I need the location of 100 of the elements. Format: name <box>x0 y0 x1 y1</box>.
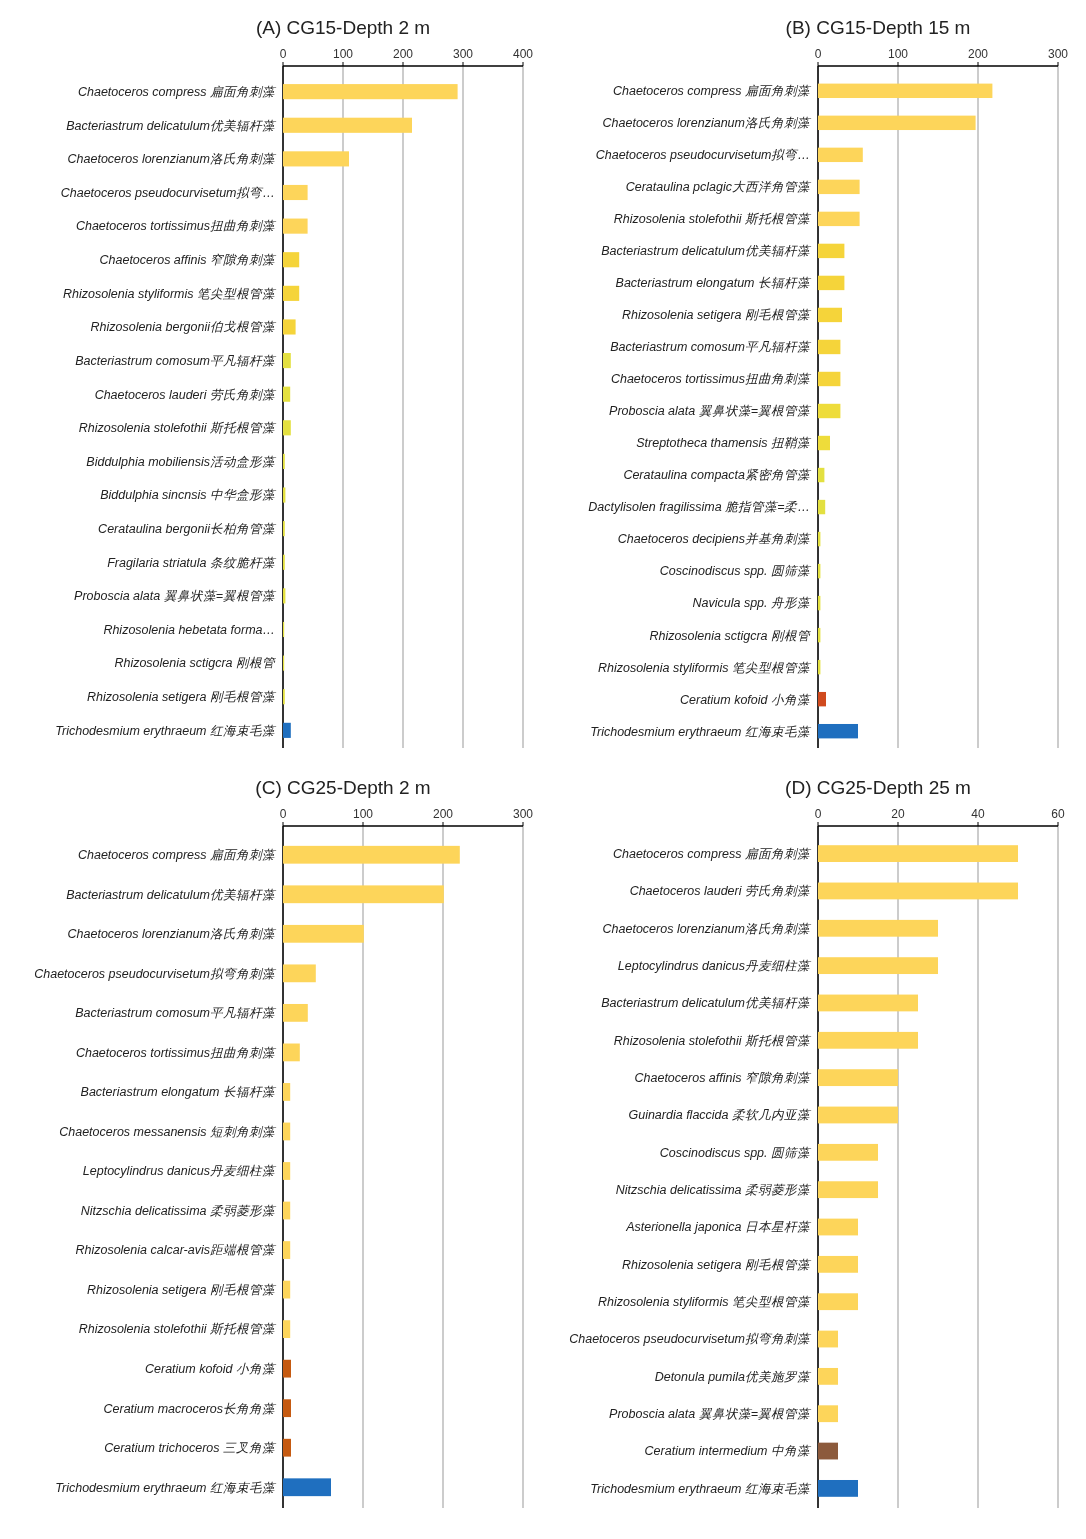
bar <box>818 1255 858 1273</box>
y-tick-label: Rhizosolenia sctigcra 刚根管 <box>114 656 277 671</box>
y-tick-label: Chaetoceros tortissimus扭曲角刺藻 <box>75 219 277 234</box>
bar <box>818 243 845 259</box>
y-tick-label: Rhizosolenia styliformis 笔尖型根管藻 <box>62 286 277 301</box>
y-tick-label: Leptocylindrus danicus丹麦细柱藻 <box>617 959 812 973</box>
y-tick-label: Nitzschia delicatissima 柔弱菱形藻 <box>80 1203 277 1218</box>
bar <box>818 1330 838 1348</box>
bar <box>283 845 460 864</box>
bar <box>818 1031 918 1049</box>
bar <box>283 1043 300 1062</box>
x-tick-label: 400 <box>512 47 534 61</box>
y-tick-label: Rhizosolenia setigera 刚毛根管藻 <box>622 1257 812 1272</box>
y-tick-label: Dactylisolen fragilissima 脆指管藻=柔… <box>588 500 810 515</box>
bar <box>283 1083 291 1101</box>
y-tick-label: Bacteriastrum delicatulum优美辐杆藻 <box>601 996 812 1011</box>
bar <box>818 1479 858 1497</box>
y-tick-label: Bacteriastrum comosum平凡辐杆藻 <box>75 353 277 368</box>
y-tick-label: Chaetoceros lorenzianum洛氏角刺藻 <box>67 927 277 942</box>
y-tick-label: Rhizosolenia stolefothii 斯托根管藻 <box>78 421 277 436</box>
bar <box>283 151 349 167</box>
y-tick-label: Biddulphia sincnsis 中华盒形藻 <box>100 488 277 503</box>
y-tick-label: Cerataulina bergonii长柏角管藻 <box>98 522 277 537</box>
y-tick-label: Rhizosolenia sctigcra 刚根管 <box>649 628 812 643</box>
bar <box>283 218 308 234</box>
y-tick-label: Chaetoceros compress 扁面角刺藻 <box>77 85 277 100</box>
bar <box>283 1201 291 1220</box>
x-tick-label: 300 <box>452 47 474 61</box>
y-tick-label: Bacteriastrum comosum平凡辐杆藻 <box>75 1006 277 1021</box>
y-tick-label: Bacteriastrum delicatulum优美辐杆藻 <box>66 887 277 902</box>
y-tick-label: Guinardia flaccida 柔软几内亚藻 <box>628 1108 812 1123</box>
bar <box>818 83 993 99</box>
y-tick-label: Chaetoceros affinis 窄隙角刺藻 <box>99 253 277 268</box>
bar <box>818 435 830 451</box>
y-tick-label: Chaetoceros lorenzianum洛氏角刺藻 <box>602 116 812 131</box>
chart-title: (C) CG25-Depth 2 m <box>255 777 431 798</box>
y-tick-label: Trichodesmium erythraeum 红海束毛藻 <box>55 723 277 738</box>
y-tick-label: Chaetoceros compress 扁面角刺藻 <box>612 846 812 861</box>
y-tick-label: Navicula spp. 舟形藻 <box>692 596 812 611</box>
x-tick-label: 300 <box>1047 47 1069 61</box>
y-tick-label: Chaetoceros lauderi 劳氏角刺藻 <box>629 884 812 899</box>
bar <box>283 1399 291 1418</box>
bar <box>818 845 1018 863</box>
chart-title: (D) CG25-Depth 25 m <box>785 777 971 798</box>
bar <box>283 84 458 100</box>
y-tick-label: Bacteriastrum comosum平凡辐杆藻 <box>610 340 812 355</box>
bar <box>818 339 841 355</box>
y-tick-label: Detonula pumila优美施罗藻 <box>654 1369 812 1384</box>
bar <box>283 1280 291 1299</box>
y-tick-label: Chaetoceros pseudocurvisetum拟弯… <box>60 185 275 200</box>
bar <box>283 319 296 335</box>
bar <box>818 957 938 975</box>
x-tick-label: 60 <box>1051 807 1065 821</box>
y-tick-label: Cerataulina pclagic大西洋角管藻 <box>625 180 812 195</box>
y-tick-label: Chaetoceros messanensis 短刺角刺藻 <box>59 1124 277 1139</box>
y-tick-label: Bacteriastrum elongatum 长辐杆藻 <box>615 276 812 291</box>
x-tick-label: 100 <box>332 47 354 61</box>
y-tick-label: Chaetoceros lorenzianum洛氏角刺藻 <box>602 921 812 936</box>
x-tick-label: 0 <box>279 807 287 821</box>
bar <box>818 1218 858 1236</box>
bar <box>283 386 291 402</box>
bar <box>818 147 863 163</box>
x-tick-label: 100 <box>887 47 909 61</box>
y-tick-label: Chaetoceros pseudocurvisetum拟弯… <box>595 148 810 163</box>
bar <box>818 1405 838 1423</box>
y-tick-label: Chaetoceros compress 扁面角刺藻 <box>612 84 812 99</box>
bar <box>818 307 842 323</box>
bar <box>818 691 826 707</box>
x-tick-label: 100 <box>352 807 374 821</box>
y-tick-label: Cerataulina compacta紧密角管藻 <box>623 468 812 483</box>
bar <box>283 722 291 738</box>
bar <box>283 1438 291 1457</box>
bar <box>818 211 860 227</box>
bar <box>818 115 976 131</box>
y-tick-label: Chaetoceros tortissimus扭曲角刺藻 <box>610 372 812 387</box>
y-tick-label: Chaetoceros decipiens并基角刺藻 <box>617 532 812 547</box>
bar <box>818 1069 898 1087</box>
bar <box>818 403 841 419</box>
y-tick-label: Rhizosolenia stolefothii 斯托根管藻 <box>613 1033 812 1048</box>
y-tick-label: Bacteriastrum elongatum 长辐杆藻 <box>80 1085 277 1100</box>
bar <box>818 994 918 1012</box>
bar <box>818 1181 878 1199</box>
y-tick-label: Rhizosolenia setigera 刚毛根管藻 <box>87 690 277 705</box>
y-tick-label: Rhizosolenia styliformis 笔尖型根管藻 <box>597 660 812 675</box>
y-tick-label: Chaetoceros lauderi 劳氏角刺藻 <box>94 387 277 402</box>
y-tick-label: Biddulphia mobiliensis活动盒形藻 <box>86 454 277 469</box>
y-tick-label: Rhizosolenia stolefothii 斯托根管藻 <box>613 212 812 227</box>
y-tick-label: Proboscia alata 翼鼻状藻=翼根管藻 <box>609 1407 812 1422</box>
bar <box>283 1478 331 1497</box>
y-tick-label: Chaetoceros pseudocurvisetum拟弯角刺藻 <box>569 1332 812 1347</box>
bar <box>283 285 300 301</box>
bar <box>818 723 858 739</box>
bar <box>283 1162 291 1180</box>
bar <box>818 1442 838 1460</box>
bar <box>818 1143 878 1161</box>
x-tick-label: 300 <box>512 807 534 821</box>
y-tick-label: Trichodesmium erythraeum 红海束毛藻 <box>590 1481 812 1496</box>
y-tick-label: Rhizosolenia setigera 刚毛根管藻 <box>87 1282 277 1297</box>
x-tick-label: 40 <box>971 807 985 821</box>
bar <box>283 117 412 133</box>
